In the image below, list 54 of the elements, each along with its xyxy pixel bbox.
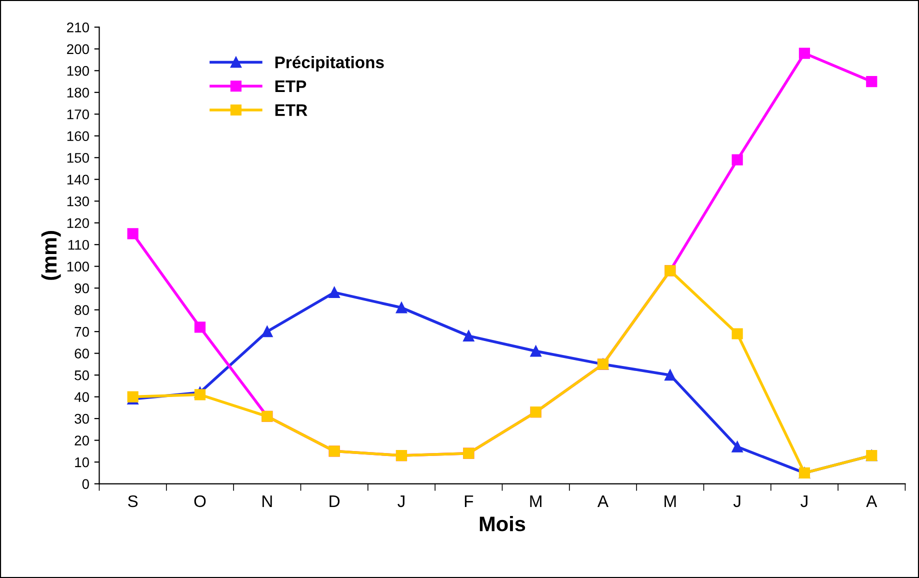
x-tick-label: J [733, 496, 740, 508]
point [732, 154, 743, 166]
point [194, 322, 206, 333]
point [194, 389, 206, 400]
point [127, 391, 138, 402]
y-tick-label: 110 [68, 240, 89, 250]
y-tick-label: 150 [67, 152, 89, 163]
y-axis-title: (mm) [41, 231, 61, 280]
legend-label: ETP [275, 80, 306, 92]
point [732, 441, 743, 452]
y-tick-label: 80 [74, 305, 89, 316]
y-tick-label: 120 [67, 218, 89, 228]
y-tick-label: 90 [74, 283, 89, 294]
point [328, 286, 340, 298]
x-tick-label: N [262, 496, 272, 507]
y-tick-label: 0 [82, 479, 89, 489]
x-tick-label: D [330, 496, 340, 507]
point [866, 76, 878, 88]
x-tick-label: A [866, 496, 878, 507]
y-tick-label: 10 [75, 457, 89, 468]
y-tick-label: 180 [67, 88, 89, 98]
x-tick-label: J [800, 496, 808, 508]
legend-label: Précipitations [275, 56, 384, 72]
point [463, 330, 474, 342]
y-tick-label: 70 [74, 326, 89, 337]
x-tick-label: M [664, 496, 676, 507]
x-tick-label: J [398, 496, 404, 508]
y-tick-label: 160 [67, 131, 89, 142]
y-tick-label: 170 [67, 109, 89, 120]
point [530, 346, 542, 357]
y-tick-label: 60 [74, 348, 89, 358]
x-tick-label: O [194, 495, 206, 508]
y-tick-label: 40 [74, 392, 89, 402]
x-tick-label: M [530, 496, 542, 507]
y-tick-label: 210 [67, 22, 89, 32]
y-tick-label: 200 [67, 44, 89, 54]
y-tick-label: 100 [67, 262, 89, 272]
y-tick-label: 50 [74, 370, 89, 380]
y-tick-label: 130 [67, 196, 89, 206]
y-tick-label: 140 [67, 174, 89, 185]
x-tick-label: A [597, 496, 609, 507]
point [798, 48, 810, 59]
point [396, 302, 408, 314]
x-axis-title: Mois [480, 516, 526, 532]
x-tick-label: F [464, 496, 474, 507]
point [732, 328, 743, 340]
y-tick-label: 190 [67, 66, 89, 76]
point [262, 326, 273, 338]
legend-label: ETR [275, 104, 308, 116]
y-tick-label: 30 [74, 414, 89, 424]
y-tick-label: 20 [74, 436, 89, 446]
x-tick-label: S [128, 495, 138, 508]
point [127, 228, 138, 240]
point [664, 370, 676, 381]
